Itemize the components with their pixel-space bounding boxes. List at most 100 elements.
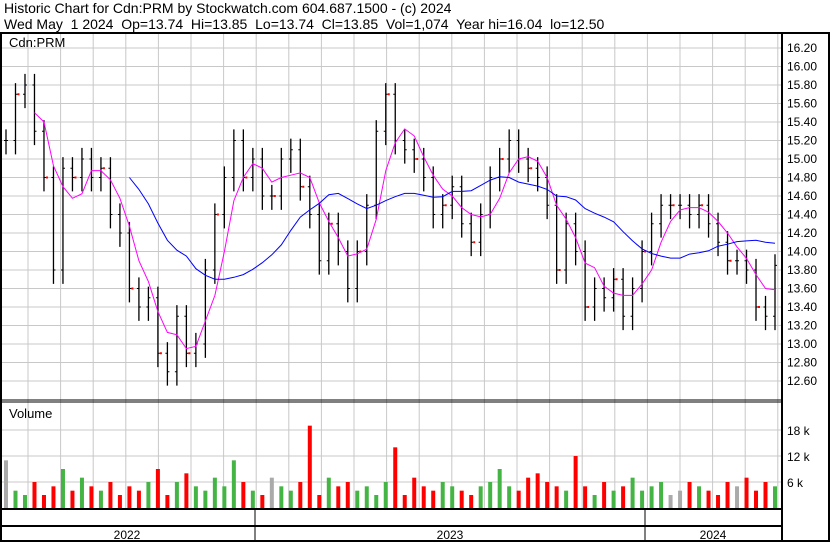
volume-bar: [89, 486, 94, 508]
y-tick-label: 13.60: [787, 282, 817, 296]
volume-bar: [165, 495, 170, 508]
price-dot: [216, 213, 219, 216]
y-tick-label: 14.00: [787, 245, 817, 259]
price-dot: [330, 222, 333, 225]
price-dot: [615, 278, 618, 281]
volume-bar: [773, 486, 777, 508]
y-tick-label: 15.60: [787, 97, 817, 111]
price-dot: [159, 352, 162, 355]
x-tick-label: 2022: [114, 528, 141, 542]
volume-bar: [640, 490, 645, 508]
quote-line: Wed May 1 2024 Op=13.74 Hi=13.85 Lo=13.7…: [4, 16, 605, 32]
volume-bar: [687, 482, 692, 508]
volume-bar: [13, 490, 18, 508]
volume-bar: [564, 490, 569, 508]
volume-bar: [60, 469, 65, 508]
price-dot: [302, 185, 305, 188]
volume-bar: [497, 469, 502, 508]
y-tick-label: 15.20: [787, 134, 817, 148]
volume-bar: [592, 495, 597, 508]
x-tick-label: 2023: [437, 528, 464, 542]
volume-bar: [412, 477, 417, 508]
volume-tick-label: 12 k: [787, 450, 811, 464]
y-tick-label: 13.80: [787, 263, 817, 277]
volume-bar: [725, 482, 730, 508]
volume-bar: [545, 482, 550, 508]
volume-bar: [193, 486, 198, 508]
price-dot: [473, 241, 476, 244]
volume-bar: [507, 486, 512, 508]
price-dot: [273, 195, 276, 197]
price-bars: [4, 73, 777, 386]
price-dot: [245, 176, 248, 179]
volume-bar: [716, 495, 721, 508]
y-tick-label: 15.80: [787, 78, 817, 92]
volume-bar: [621, 486, 626, 508]
grid: [2, 33, 782, 509]
y-tick-label: 13.40: [787, 300, 817, 314]
volume-bar: [516, 490, 521, 508]
y-tick-label: 14.40: [787, 208, 817, 222]
volume-bar: [697, 486, 702, 508]
volume-bar: [269, 477, 274, 508]
y-tick-label: 14.20: [787, 226, 817, 240]
volume-bar: [307, 425, 312, 508]
volume-bar: [535, 473, 540, 508]
y-tick-label: 12.60: [787, 374, 817, 388]
volume-bar: [630, 477, 635, 508]
price-dot: [102, 167, 105, 170]
volume-bar: [117, 495, 122, 508]
volume-bar: [317, 495, 322, 508]
volume-bar: [440, 482, 445, 508]
volume-bar: [146, 482, 151, 508]
volume-bar: [212, 477, 217, 508]
volume-bar: [450, 486, 455, 508]
volume-bar: [336, 486, 341, 508]
y-tick-label: 12.80: [787, 356, 817, 370]
volume-bars: [4, 425, 777, 508]
volume-bar: [288, 490, 293, 508]
volume-tick-label: 18 k: [787, 424, 811, 438]
price-dot: [74, 176, 77, 179]
symbol-label: Cdn:PRM: [9, 35, 65, 50]
price-dot: [587, 306, 590, 308]
volume-tick-label: 6 k: [787, 476, 804, 490]
y-tick-label: 13.20: [787, 319, 817, 333]
volume-bar: [127, 486, 132, 508]
price-dot: [729, 259, 732, 262]
volume-bar: [326, 477, 331, 508]
price-dot: [672, 204, 675, 207]
price-dot: [501, 158, 504, 160]
volume-bar: [231, 460, 236, 508]
chart-title: Historic Chart for Cdn:PRM by Stockwatch…: [4, 0, 452, 16]
volume-bar: [260, 495, 265, 508]
volume-bar: [203, 490, 208, 508]
volume-bar: [754, 490, 759, 508]
price-dot: [45, 176, 48, 179]
volume-bar: [763, 482, 768, 508]
y-tick-label: 14.60: [787, 189, 817, 203]
axes: 16.20 16.00 15.80 15.60 15.40 15.20 15.00 14.80…: [0, 32, 830, 542]
y-tick-label: 16.00: [787, 60, 817, 74]
x-tick-label: 2024: [700, 528, 727, 542]
volume-bar: [668, 495, 673, 508]
y-tick-label: 13.00: [787, 337, 817, 351]
moving-average-line: [34, 112, 776, 350]
volume-bar: [22, 495, 27, 508]
volume-bar: [241, 482, 246, 508]
volume-bar: [98, 490, 103, 508]
volume-bar: [184, 473, 189, 508]
volume-bar: [488, 482, 493, 508]
moving-average-line: [129, 176, 776, 280]
volume-bar: [678, 490, 683, 508]
volume-bar: [174, 482, 179, 508]
y-tick-label: 16.20: [787, 41, 817, 55]
volume-bar: [79, 477, 84, 508]
volume-bar: [393, 447, 398, 508]
volume-bar: [345, 482, 350, 508]
volume-bar: [478, 486, 483, 508]
volume-bar: [431, 490, 436, 508]
volume-bar: [735, 486, 740, 508]
